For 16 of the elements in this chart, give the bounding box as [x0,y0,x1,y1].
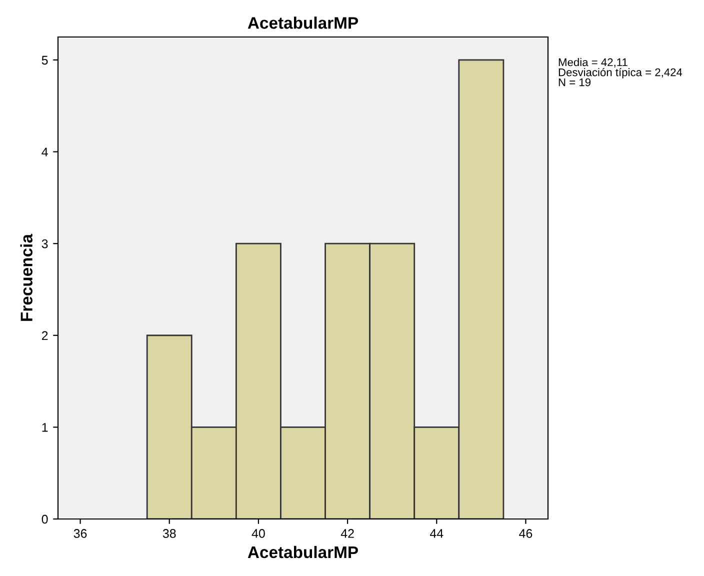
y-axis-title: Frecuencia [20,234,32,321]
x-tick-label: 36 [74,529,87,538]
x-tick-label: 44 [430,529,444,538]
x-tick-label: 46 [519,529,532,538]
x-tick-label: 38 [162,529,176,538]
y-tick-label: 3 [42,239,48,248]
chart-title: AcetabularMP [248,16,358,29]
y-tick-label: 0 [42,514,48,524]
text: Media = 42,11 Desviación típica = 2,424 N = 19 [558,58,682,86]
y-tick-label: 2 [42,331,48,340]
y-tick-label: 1 [42,423,48,432]
y-tick-label: 5 [42,56,48,65]
y-tick-label: 4 [42,148,48,156]
x-axis-title: AcetabularMP [248,546,358,558]
x-tick-label: 42 [340,529,354,538]
x-tick-label: 40 [252,529,265,538]
